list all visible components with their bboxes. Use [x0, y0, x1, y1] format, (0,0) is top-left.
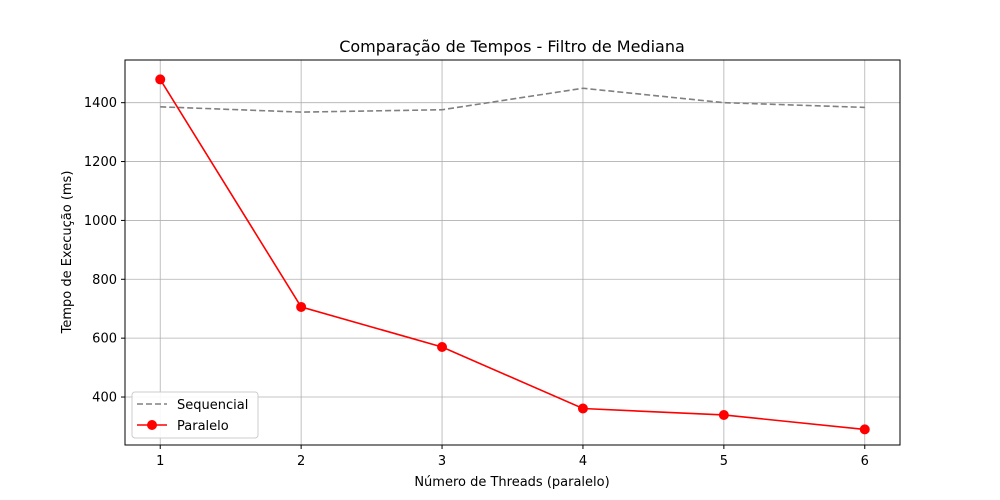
x-tick-label: 4 [579, 454, 587, 469]
data-point-paralelo [437, 341, 448, 352]
x-tick-label: 3 [438, 454, 446, 469]
y-tick-label: 600 [92, 332, 117, 347]
series-line-paralelo [159, 79, 865, 431]
y-tick-label: 400 [92, 391, 117, 406]
chart-title: Comparação de Tempos - Filtro de Mediana [339, 37, 685, 56]
legend-box [131, 391, 259, 439]
grid-lines [125, 60, 900, 445]
y-tick-label: 1400 [84, 96, 117, 111]
x-axis-label: Número de Threads (paralelo) [414, 475, 609, 490]
x-tick-label: 1 [156, 454, 164, 469]
y-axis-label: Tempo de Execução (ms) [60, 171, 75, 335]
series-markers [155, 74, 870, 435]
data-point-paralelo [296, 301, 307, 312]
y-tick-label: 1000 [84, 214, 117, 229]
x-tick-label: 5 [720, 454, 728, 469]
x-axis-ticks: 1 2 3 4 5 6 [156, 445, 869, 469]
data-point-paralelo [155, 74, 166, 85]
x-tick-label: 6 [861, 454, 869, 469]
series-lines [159, 79, 865, 431]
data-point-paralelo [718, 409, 729, 420]
data-point-paralelo [577, 403, 588, 414]
y-tick-label: 800 [92, 273, 117, 288]
legend-marker-paralelo [147, 420, 157, 430]
legend-label-sequencial: Sequencial [177, 398, 248, 413]
data-point-paralelo [859, 424, 870, 435]
y-axis-ticks: 400 600 800 1000 1200 1400 [84, 96, 125, 406]
series-line-sequencial [160, 87, 865, 113]
legend-label-paralelo: Paralelo [177, 419, 229, 434]
y-tick-label: 1200 [84, 155, 117, 170]
x-tick-label: 2 [297, 454, 305, 469]
plot-frame [124, 59, 901, 446]
legend: Sequencial Paralelo [131, 391, 259, 439]
